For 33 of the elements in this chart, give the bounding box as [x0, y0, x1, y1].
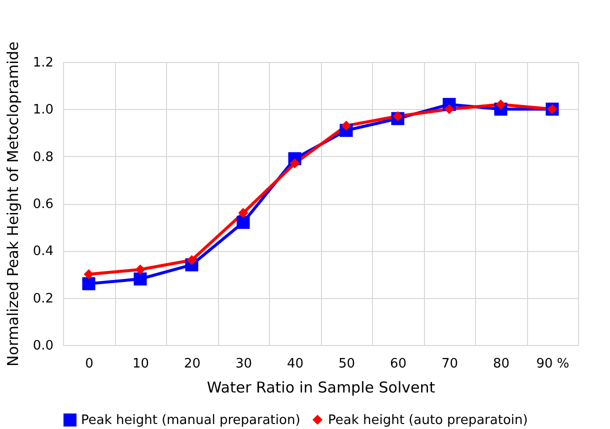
point	[238, 208, 248, 218]
legend-label: Peak height (auto preparatoin)	[328, 412, 528, 428]
point	[84, 269, 94, 280]
y-tick-label: 0.4	[32, 244, 54, 260]
point	[341, 120, 352, 131]
point	[290, 158, 300, 168]
point	[186, 255, 197, 266]
point	[236, 216, 250, 229]
x-tick-label: 30	[235, 356, 252, 372]
x-tick-label: 10	[132, 356, 150, 372]
point	[135, 264, 146, 275]
x-tick-label: 0	[85, 356, 94, 372]
x-tick-label: 80	[492, 356, 510, 372]
legend-label: Peak height (manual preparation)	[81, 413, 300, 428]
x-tick-label: 60	[390, 356, 407, 372]
y-tick-label: 0.2	[32, 291, 54, 306]
y-axis-title: Normalized Peak Height of Metoclopramide	[4, 41, 22, 367]
x-tick-label: 70	[441, 356, 458, 372]
x-axis-title: Water Ratio in Sample Solvent	[206, 378, 436, 396]
point	[496, 99, 506, 110]
y-tick-label: 0.0	[32, 338, 54, 354]
point	[392, 111, 403, 122]
y-tick-label: 1.0	[32, 102, 54, 118]
x-tick-label: 40	[286, 356, 304, 372]
x-tick-label: 90 %	[536, 356, 570, 372]
y-tick-label: 0.8	[32, 150, 54, 165]
point	[444, 104, 454, 114]
x-tick-label: 20	[184, 356, 201, 372]
y-tick-label: 1.2	[32, 56, 54, 70]
y-tick-label: 0.6	[32, 197, 54, 212]
point	[134, 272, 147, 286]
point	[82, 277, 96, 290]
x-tick-label: 50	[338, 356, 356, 372]
